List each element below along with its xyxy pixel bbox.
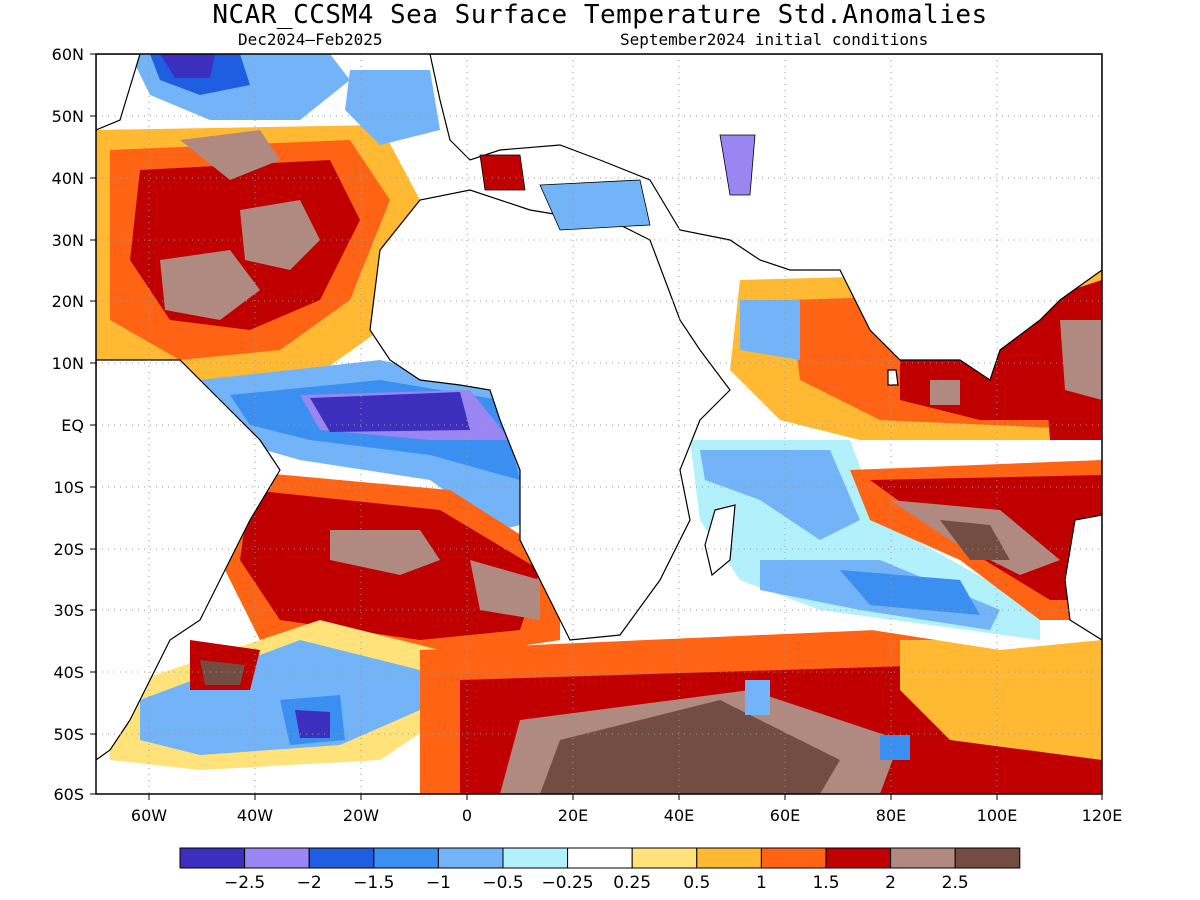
lon-label: 100E (977, 806, 1018, 825)
colorbar-label: 1.5 (812, 873, 839, 893)
lon-label: 60E (770, 806, 800, 825)
lon-label: 40W (237, 806, 273, 825)
lat-label: 60S (53, 785, 84, 804)
colorbar-swatch (631, 847, 698, 869)
lat-label: EQ (61, 416, 84, 435)
colorbar-swatch (890, 847, 956, 869)
colorbar-swatch (502, 847, 569, 869)
lon-label: 80E (876, 806, 906, 825)
lat-label: 60N (52, 45, 84, 64)
colorbar-label: 2.5 (942, 873, 969, 893)
lat-label: 30S (53, 601, 84, 620)
colorbar-label: −1.5 (353, 873, 394, 893)
colorbar-label: 1 (756, 873, 767, 893)
colorbar-label: 0.25 (613, 873, 651, 893)
map-frame (95, 53, 1103, 795)
colorbar-swatch (954, 847, 1021, 869)
colorbar-label: −0.25 (542, 873, 594, 893)
lat-label: 50S (53, 725, 84, 744)
lon-label: 0 (462, 806, 472, 825)
colorbar-swatch (308, 847, 375, 869)
colorbar-label: −1 (426, 873, 451, 893)
lon-label: 20E (558, 806, 588, 825)
lon-label: 120E (1082, 806, 1123, 825)
lat-label: 40S (53, 663, 84, 682)
colorbar-swatch (373, 847, 439, 869)
colorbar-label: −2 (297, 873, 322, 893)
lat-axis (90, 53, 96, 795)
forecast-period: Dec2024–Feb2025 (238, 30, 383, 49)
lon-axis (148, 794, 1103, 800)
colorbar-swatch (825, 847, 892, 869)
colorbar-label: 2 (885, 873, 896, 893)
colorbar-swatch (179, 847, 246, 869)
initial-conditions: September2024 initial conditions (620, 30, 929, 49)
lat-label: 40N (52, 169, 84, 188)
lat-labels: 60N 50N 40N 30N 20N 10N EQ 10S 20S 30S 4… (52, 45, 84, 804)
colorbar-labels: −2.5 −2 −1.5 −1 −0.5 −0.25 0.25 0.5 1 1.5 2 2.5 (224, 873, 969, 893)
colorbar-swatch (244, 847, 310, 869)
colorbar-swatch (696, 847, 762, 869)
lon-label: 60W (131, 806, 167, 825)
lat-label: 10S (53, 478, 84, 497)
colorbar-swatch (437, 847, 504, 869)
colorbar (179, 847, 1021, 869)
lat-label: 20S (53, 540, 84, 559)
coastline-map (96, 54, 1102, 761)
lon-label: 40E (664, 806, 694, 825)
lat-label: 50N (52, 107, 84, 126)
lat-label: 10N (52, 354, 84, 373)
colorbar-label: −2.5 (224, 873, 265, 893)
lon-labels: 60W 40W 20W 0 20E 40E 60E 80E 100E 120E (131, 806, 1122, 825)
map-title: NCAR_CCSM4 Sea Surface Temperature Std.A… (212, 0, 988, 30)
lat-label: 20N (52, 292, 84, 311)
lon-label: 20W (343, 806, 379, 825)
colorbar-swatch (567, 847, 633, 869)
colorbar-label: 0.5 (683, 873, 710, 893)
colorbar-label: −0.5 (482, 873, 523, 893)
colorbar-swatch (760, 847, 827, 869)
lat-label: 30N (52, 231, 84, 250)
